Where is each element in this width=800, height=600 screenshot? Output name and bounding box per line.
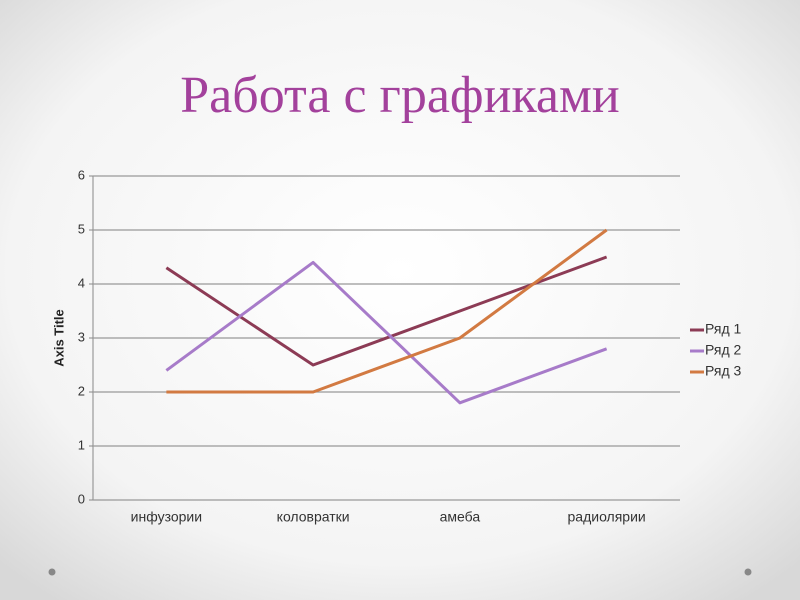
y-tick-label: 4 [78,275,85,290]
x-tick-label: инфузории [131,509,202,525]
y-tick-label: 1 [78,437,85,452]
decor-dot [744,568,752,576]
y-axis-title: Axis Title [51,309,66,367]
y-tick-label: 3 [78,329,85,344]
legend-label: Ряд 3 [705,363,742,379]
series-line [166,228,608,394]
y-tick-label: 2 [78,383,85,398]
slide-title: Работа с графиками [180,67,620,124]
x-tick-label: амеба [440,509,481,525]
legend-label: Ряд 1 [705,321,742,337]
decor-dot [48,568,56,576]
y-tick-label: 6 [78,167,85,182]
y-tick-label: 5 [78,221,85,236]
legend-label: Ряд 2 [705,342,742,358]
x-tick-label: радиолярии [568,509,646,525]
x-tick-label: коловратки [277,509,350,525]
y-tick-label: 0 [78,491,85,506]
series-line [165,260,608,405]
